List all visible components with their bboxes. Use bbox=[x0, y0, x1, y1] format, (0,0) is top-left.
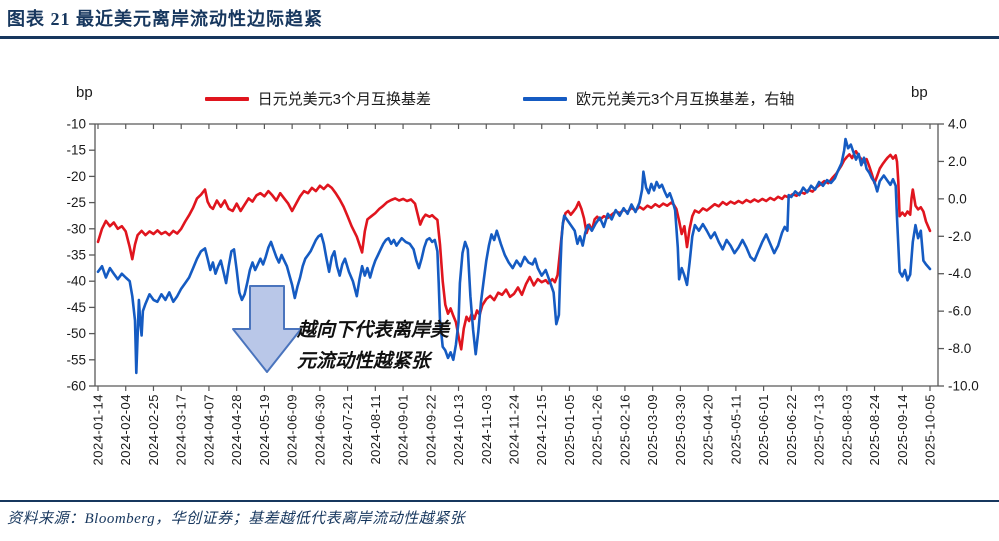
left-axis-tick-label: -30 bbox=[66, 221, 86, 236]
x-axis-tick-label: 2024-06-09 bbox=[285, 394, 300, 466]
annotation-text-line: 元流动性越紧张 bbox=[297, 350, 433, 372]
x-axis-tick-label: 2025-06-22 bbox=[784, 394, 799, 466]
x-axis-tick-label: 2025-08-24 bbox=[867, 394, 882, 466]
right-axis-tick-label: 2.0 bbox=[948, 154, 967, 169]
x-axis-tick-label: 2024-05-19 bbox=[257, 394, 272, 466]
footer-divider bbox=[0, 500, 999, 502]
x-axis-tick-label: 2024-11-03 bbox=[479, 394, 494, 465]
plot-frame bbox=[94, 123, 939, 387]
x-axis-tick-label: 2024-12-15 bbox=[534, 394, 549, 466]
figure-title: 图表 21 最近美元离岸流动性边际趋紧 bbox=[7, 9, 323, 29]
x-axis-tick-label: 2024-09-22 bbox=[423, 394, 438, 466]
right-axis-tick-label: -10.0 bbox=[948, 379, 979, 394]
source-note: 资料来源：Bloomberg，华创证券；基差越低代表离岸流动性越紧张 bbox=[7, 511, 466, 527]
left-axis-tick-label: -25 bbox=[66, 195, 86, 210]
x-axis-tick-label: 2025-02-16 bbox=[617, 394, 632, 466]
eur-basis-line bbox=[96, 137, 932, 375]
right-axis-tick-label: 0.0 bbox=[948, 191, 967, 206]
x-axis-tick-label: 2024-02-25 bbox=[146, 394, 161, 466]
x-axis-tick-label: 2025-08-03 bbox=[839, 394, 854, 466]
right-axis: 4.0 2.0 0.0 -2.0 -4.0 -6.0 -8.0 -10.0 bbox=[938, 117, 979, 394]
x-axis-tick-label: 2024-04-07 bbox=[201, 394, 216, 466]
x-axis-tick-label: 2025-03-09 bbox=[645, 394, 660, 466]
x-axis-tick-label: 2024-09-01 bbox=[396, 394, 411, 466]
x-axis-tick-label: 2025-01-26 bbox=[590, 394, 605, 466]
x-axis-tick-label: 2024-04-28 bbox=[229, 394, 244, 466]
x-axis-tick-label: 2024-02-04 bbox=[118, 394, 133, 466]
left-axis-tick-label: -45 bbox=[66, 300, 86, 315]
left-axis-tick-label: -15 bbox=[66, 143, 86, 158]
x-axis-tick-label: 2024-01-14 bbox=[91, 394, 106, 466]
left-axis-tick-label: -50 bbox=[66, 326, 86, 341]
x-axis-tick-label: 2025-06-01 bbox=[756, 394, 771, 466]
x-axis-tick-label: 2024-11-24 bbox=[507, 394, 522, 465]
left-axis-tick-label: -40 bbox=[66, 274, 86, 289]
title-divider bbox=[0, 36, 999, 39]
x-axis-tick-label: 2024-07-21 bbox=[340, 394, 355, 466]
left-axis-tick-label: -60 bbox=[66, 379, 86, 394]
x-axis-tick-label: 2024-06-30 bbox=[312, 394, 327, 466]
annotation-text-line: 越向下代表离岸美 bbox=[296, 319, 451, 341]
right-axis-tick-label: -4.0 bbox=[948, 266, 971, 281]
x-axis-tick-label: 2025-03-30 bbox=[673, 394, 688, 466]
right-axis-tick-label: -8.0 bbox=[948, 341, 971, 356]
x-axis-tick-label: 2025-04-20 bbox=[701, 394, 716, 466]
left-axis-tick-label: -10 bbox=[66, 117, 86, 132]
down-arrow-icon bbox=[232, 285, 302, 373]
left-axis-tick-label: -55 bbox=[66, 352, 86, 367]
left-axis-unit-label: bp bbox=[76, 84, 93, 101]
right-axis-tick-label: -6.0 bbox=[948, 304, 971, 319]
left-axis: -10 -15 -20 -25 -30 -35 -40 -45 -50 -55 -60 bbox=[66, 117, 95, 394]
left-axis-tick-label: -35 bbox=[66, 248, 86, 263]
x-axis-tick-label: 2024-08-11 bbox=[368, 394, 383, 465]
x-axis-tick-label: 2025-07-13 bbox=[812, 394, 827, 466]
x-axis-tick-label: 2025-10-05 bbox=[923, 394, 938, 466]
jpy-basis-line bbox=[96, 149, 932, 351]
right-axis-unit-label: bp bbox=[911, 84, 928, 101]
right-axis-tick-label: -2.0 bbox=[948, 229, 971, 244]
right-axis-tick-label: 4.0 bbox=[948, 117, 967, 132]
x-axis-tick-label: 2025-01-05 bbox=[562, 394, 577, 466]
x-axis-tick-label: 2024-03-17 bbox=[174, 394, 189, 466]
x-axis-tick-label: 2024-10-13 bbox=[451, 394, 466, 466]
x-axis: 2024-01-14 2024-02-04 2024-02-25 2024-03-17… bbox=[91, 124, 938, 466]
x-axis-tick-label: 2025-05-11 bbox=[728, 394, 743, 465]
left-axis-tick-label: -20 bbox=[66, 169, 86, 184]
x-axis-tick-label: 2025-09-14 bbox=[895, 394, 910, 466]
